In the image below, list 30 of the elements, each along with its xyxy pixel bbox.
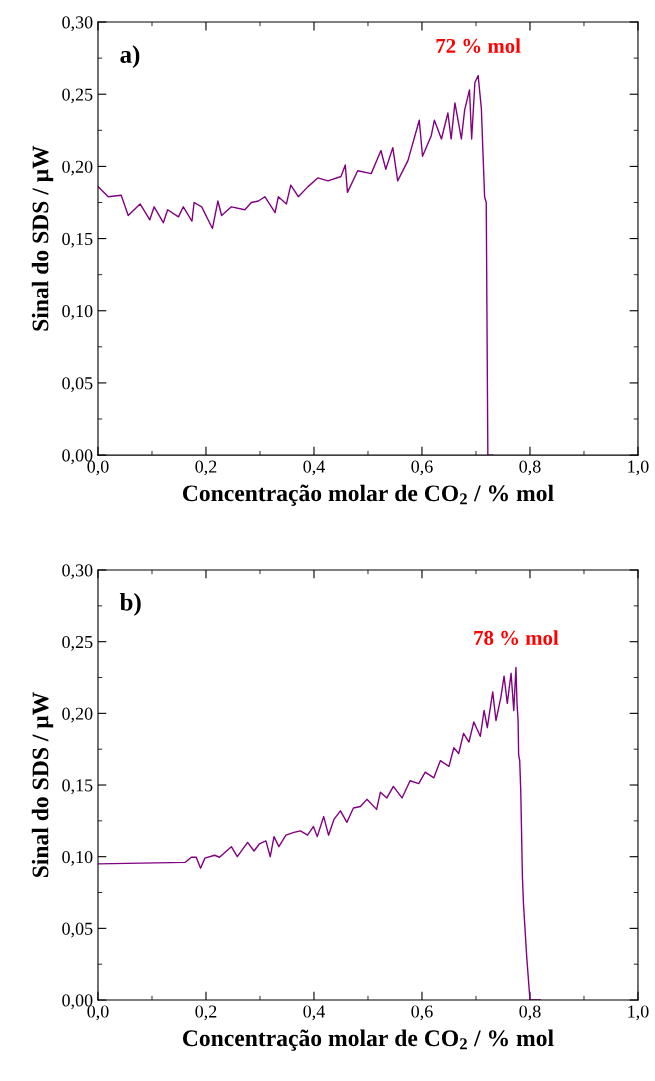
y-tick-label: 0,10 [62, 850, 93, 866]
annotation: 72 % mol [436, 38, 521, 53]
annotation: a) [120, 45, 140, 69]
x-tick-label: 0,2 [195, 1005, 217, 1021]
y-axis-title: Sinal do SDS / μW [31, 145, 54, 331]
y-tick-label: 0,20 [62, 160, 93, 176]
x-axis-title: Concentração molar de CO$_{2}$ / % mol [182, 484, 554, 506]
x-axis-title: Concentração molar de CO$_{2}$ / % mol [182, 1029, 554, 1051]
y-tick-label: 0,05 [62, 377, 93, 392]
x-tick-label: 1,0 [628, 460, 649, 476]
y-tick-label: 0,15 [62, 232, 93, 248]
x-tick-label: 0,8 [519, 1005, 541, 1021]
y-tick-label: 0,15 [62, 779, 93, 795]
y-tick-label: 0,10 [62, 305, 93, 320]
x-tick-label: 0,8 [519, 460, 541, 476]
y-tick-label: 0,30 [62, 564, 93, 580]
x-tick-label: 0,4 [303, 1005, 325, 1021]
x-tick-label: 0,4 [303, 460, 325, 476]
x-tick-label: 0,6 [411, 460, 433, 476]
annotation: b) [119, 593, 141, 616]
y-tick-label: 0,05 [62, 922, 93, 938]
y-tick-label: 0,25 [62, 88, 93, 104]
annotation: 78 % mol [474, 630, 559, 645]
x-tick-label: 0,6 [411, 1005, 433, 1021]
y-tick-label: 0,30 [62, 16, 93, 32]
x-tick-label: 0,2 [195, 460, 217, 476]
y-axis-title: Sinal do SDS / μW [31, 692, 54, 878]
y-tick-label: 0,25 [62, 635, 93, 651]
x-tick-label: 1,0 [628, 1005, 649, 1021]
y-tick-label: 0,20 [62, 707, 93, 723]
